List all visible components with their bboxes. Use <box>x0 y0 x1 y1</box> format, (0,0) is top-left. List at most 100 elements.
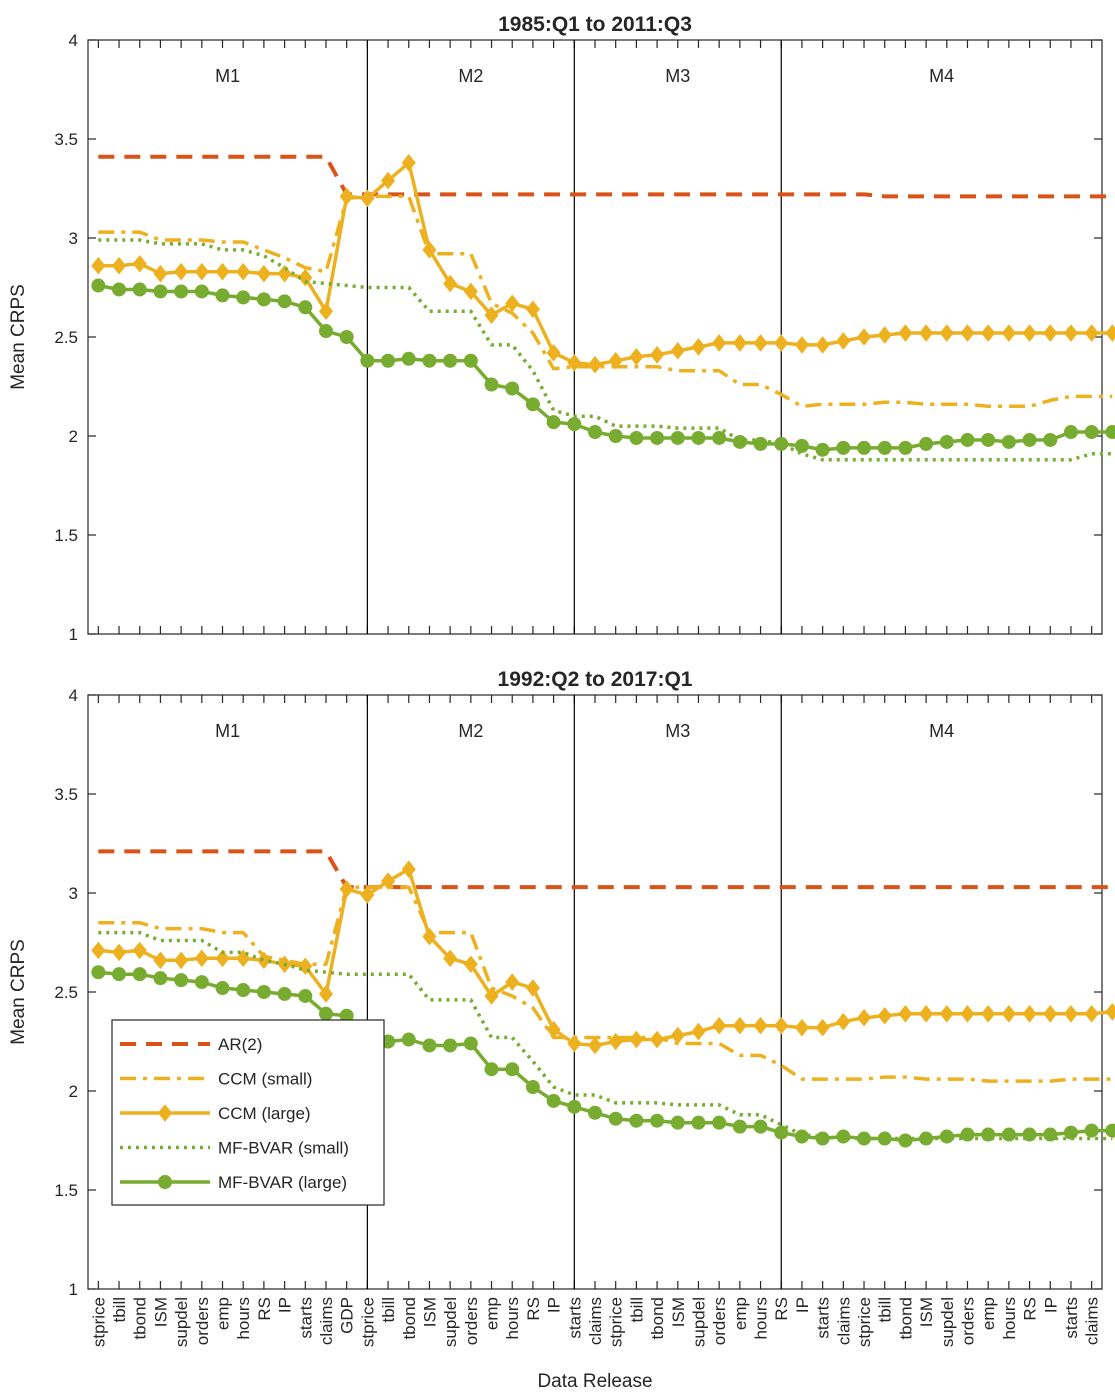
data-point-diamond <box>360 886 375 904</box>
data-point-diamond <box>794 336 809 354</box>
data-point-circle <box>484 1062 499 1077</box>
data-point-circle <box>153 971 168 986</box>
y-tick-label: 3 <box>69 229 78 248</box>
data-point-circle <box>794 438 809 453</box>
data-point-circle <box>1043 1127 1058 1142</box>
data-point-diamond <box>132 941 147 960</box>
data-point-circle <box>815 442 830 457</box>
data-point-diamond <box>732 334 747 352</box>
y-tick-label: 2.5 <box>54 328 78 347</box>
data-point-circle <box>960 1127 975 1142</box>
data-point-diamond <box>153 264 168 283</box>
x-tick-label: claims <box>317 1297 336 1345</box>
data-point-diamond <box>836 1012 851 1031</box>
data-point-circle <box>463 1036 478 1051</box>
data-point-diamond <box>919 1004 934 1023</box>
data-point-diamond <box>815 336 830 354</box>
data-point-circle <box>898 440 913 455</box>
legend-label: CCM (small) <box>218 1070 312 1089</box>
y-tick-label: 1.5 <box>54 1181 78 1200</box>
y-tick-label: 2.5 <box>54 983 78 1002</box>
y-tick-label: 1 <box>69 625 78 644</box>
data-point-diamond <box>174 262 189 281</box>
data-point-diamond <box>960 1004 975 1023</box>
x-tick-label: stprice <box>89 1297 108 1347</box>
data-point-circle <box>919 436 934 451</box>
data-point-circle <box>174 284 189 299</box>
data-point-diamond <box>1063 1004 1078 1023</box>
data-point-circle <box>670 430 685 445</box>
data-point-circle <box>401 351 416 366</box>
data-point-diamond <box>546 1020 561 1039</box>
legend-label: MF-BVAR (small) <box>218 1139 349 1158</box>
data-point-diamond <box>546 344 561 362</box>
y-tick-label: 2 <box>69 427 78 446</box>
top-panel: 1985:Q1 to 2011:Q3 Mean CRPS 1 1.5 2 2.5 3 3.… <box>8 13 1115 644</box>
data-point-circle <box>1105 1123 1115 1138</box>
data-point-circle <box>194 975 209 990</box>
data-point-diamond <box>277 264 292 283</box>
data-point-diamond <box>1105 1002 1115 1021</box>
x-tick-label: ISM <box>669 1297 688 1327</box>
data-point-circle <box>981 1127 996 1142</box>
data-point-diamond <box>112 256 127 275</box>
data-point-circle <box>1022 1127 1037 1142</box>
x-tick-label: stprice <box>358 1297 377 1347</box>
data-point-circle <box>484 377 499 392</box>
data-point-circle <box>422 1038 437 1053</box>
x-tick-label: emp <box>214 1297 233 1330</box>
data-point-diamond <box>132 254 147 273</box>
data-point-diamond <box>339 187 354 206</box>
data-point-circle <box>1022 432 1037 447</box>
data-point-circle <box>691 1115 706 1130</box>
data-point-circle <box>298 300 313 315</box>
data-point-diamond <box>1043 1004 1058 1023</box>
data-point-circle <box>608 429 623 443</box>
data-point-diamond <box>256 951 271 970</box>
data-point-diamond <box>401 153 416 172</box>
data-point-circle <box>505 381 520 396</box>
x-tick-label: starts <box>1062 1297 1081 1339</box>
data-point-diamond <box>670 1026 685 1045</box>
data-point-circle <box>236 290 251 305</box>
data-point-diamond <box>981 1004 996 1023</box>
data-point-diamond <box>691 338 706 356</box>
data-point-circle <box>774 1125 789 1140</box>
data-point-circle <box>277 294 292 309</box>
data-point-circle <box>588 425 602 440</box>
x-tick-label: hours <box>752 1297 771 1340</box>
x-tick-label: hours <box>1000 1297 1019 1340</box>
data-point-diamond <box>567 1034 582 1053</box>
data-point-diamond <box>215 949 230 968</box>
data-point-diamond <box>484 306 499 325</box>
data-point-circle <box>360 353 375 368</box>
data-point-diamond <box>670 342 685 360</box>
x-tick-label: RS <box>772 1297 791 1321</box>
data-point-circle <box>194 284 209 299</box>
legend-label: MF-BVAR (large) <box>218 1173 347 1192</box>
data-point-circle <box>298 988 313 1003</box>
data-point-circle <box>422 353 437 368</box>
month-label: M4 <box>929 66 954 86</box>
data-point-diamond <box>174 951 189 970</box>
data-point-diamond <box>732 1016 747 1035</box>
x-tick-label: emp <box>483 1297 502 1330</box>
data-point-circle <box>588 1105 602 1120</box>
data-point-circle <box>215 288 230 303</box>
data-point-circle <box>836 1129 851 1144</box>
data-point-diamond <box>360 189 375 208</box>
data-point-diamond <box>1022 324 1037 342</box>
data-point-circle <box>670 1115 685 1130</box>
y-tick-label: 3.5 <box>54 130 78 149</box>
data-point-circle <box>1063 425 1078 440</box>
data-point-circle <box>1063 1125 1078 1140</box>
data-point-circle <box>112 282 127 297</box>
data-point-circle <box>753 1119 768 1134</box>
data-point-diamond <box>567 353 582 372</box>
series-line <box>97 283 1113 452</box>
data-point-circle <box>877 440 892 455</box>
bottom-panel: 1992:Q2 to 2017:Q1 Mean CRPS Data Releas… <box>8 668 1115 1392</box>
y-tick-label: 1 <box>69 1280 78 1299</box>
x-tick-label: claims <box>834 1297 853 1345</box>
